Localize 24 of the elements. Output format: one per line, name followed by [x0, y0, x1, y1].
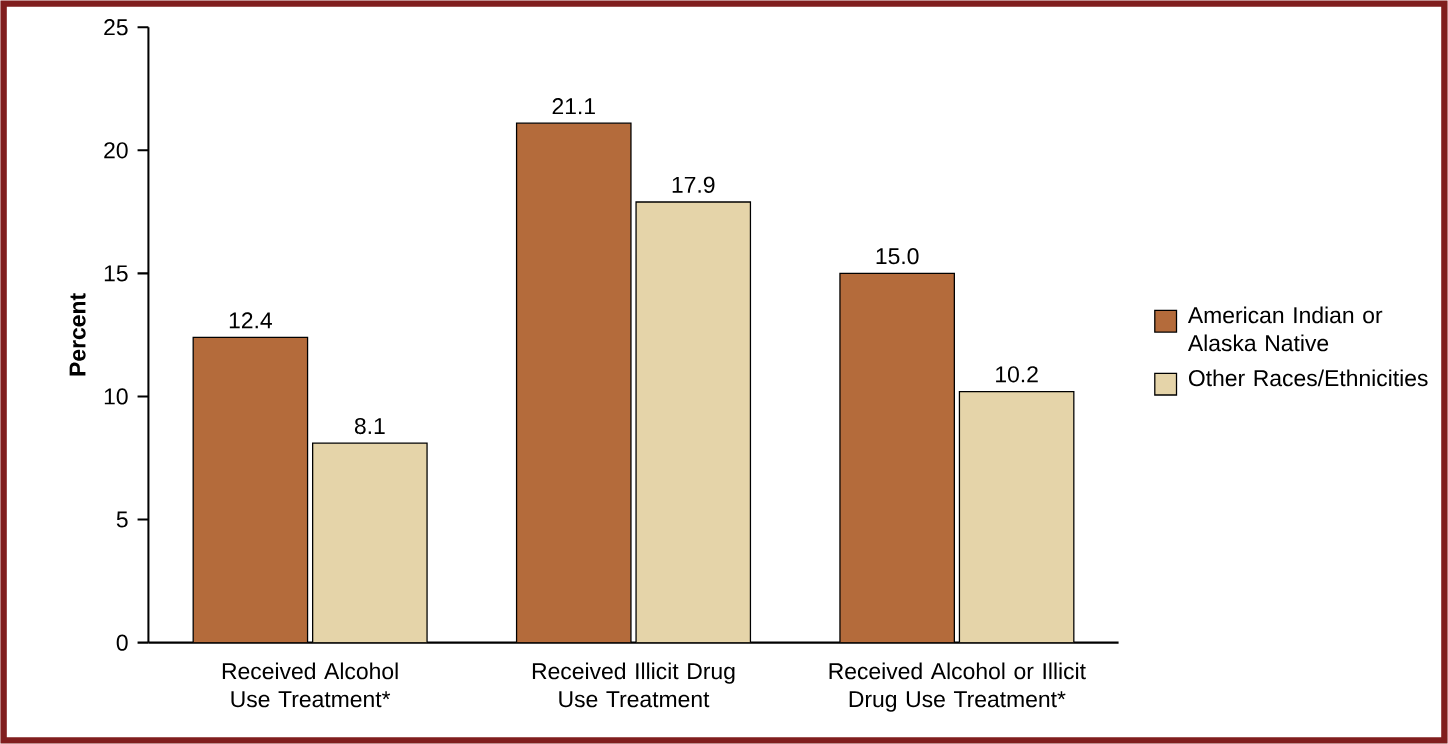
y-tick-label: 20	[104, 142, 128, 159]
bar	[839, 272, 955, 643]
legend-label: American Indian or Alaska Native	[1187, 306, 1383, 352]
data-label: 17.9	[672, 176, 715, 193]
x-tick-label: Received Alcohol or Illicit Drug Use Treatment*	[829, 662, 1086, 712]
x-tick-label: Received Illicit Drug Use Treatment	[532, 662, 735, 708]
y-tick-label: 10	[104, 388, 128, 405]
y-tick-label: 0	[116, 634, 128, 651]
x-tick-label: Received Alcohol Use Treatment*	[222, 662, 398, 708]
y-tick-label: 25	[104, 19, 128, 36]
y-axis-title: Percent	[69, 293, 86, 376]
bar	[312, 442, 428, 643]
data-label: 21.1	[552, 98, 595, 115]
data-label: 8.1	[354, 417, 385, 435]
bar	[192, 336, 309, 643]
bar	[515, 122, 632, 643]
y-tick-label: 5	[116, 511, 128, 528]
legend-label: Other Races/Ethnicities	[1188, 369, 1428, 387]
data-label: 10.2	[996, 366, 1038, 383]
bar	[958, 390, 1075, 643]
data-label: 12.4	[229, 312, 272, 329]
data-label: 15.0	[876, 248, 919, 265]
bar	[635, 201, 752, 643]
y-tick-label: 15	[104, 265, 128, 282]
